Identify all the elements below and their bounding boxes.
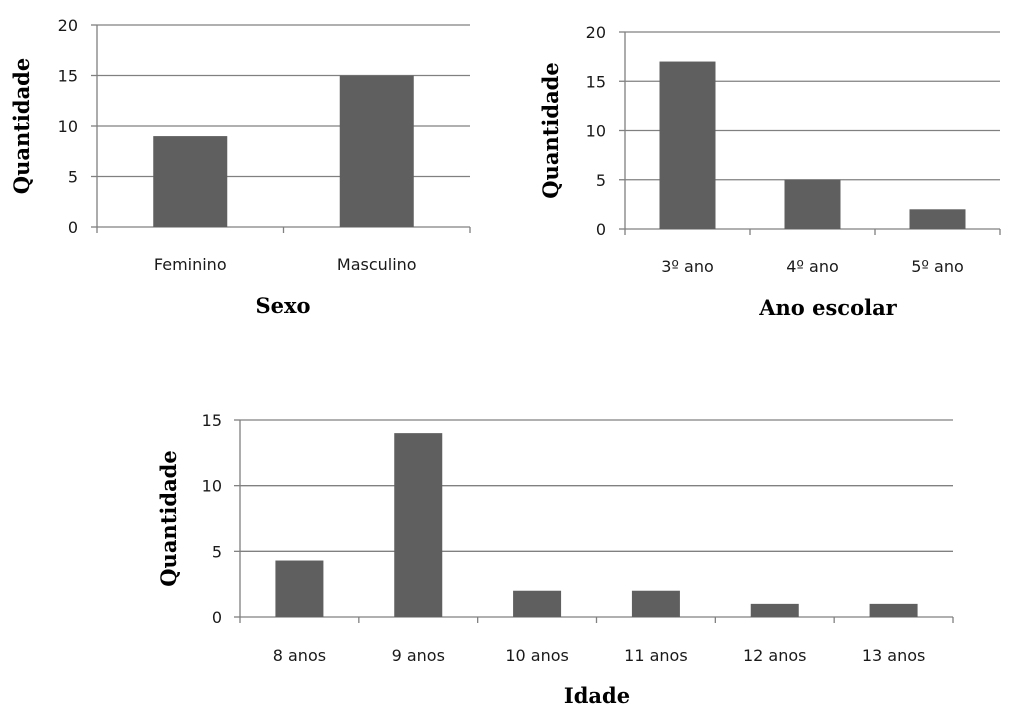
category-label: Masculino xyxy=(337,255,417,274)
category-label: 10 anos xyxy=(505,646,569,665)
chart-sexo: 0 5 10 15 20 Feminino Masculino Sexo Quantidade xyxy=(9,16,471,318)
x-axis-title: Sexo xyxy=(255,293,310,318)
category-label: 13 anos xyxy=(862,646,926,665)
bar xyxy=(513,590,562,617)
y-tick-label: 15 xyxy=(202,411,222,430)
y-tick-label: 0 xyxy=(212,608,222,627)
y-tick-label: 5 xyxy=(596,171,606,190)
category-label: 11 anos xyxy=(624,646,688,665)
y-axis-title: Quantidade xyxy=(9,58,34,194)
y-tick-label: 15 xyxy=(58,67,78,86)
category-label: 4º ano xyxy=(786,257,839,276)
bar xyxy=(631,590,680,617)
category-label: 3º ano xyxy=(661,257,714,276)
chart-idade: 0 5 10 15 8 anos 9 anos 10 anos 11 anos 12 anos 1… xyxy=(156,411,954,706)
bar xyxy=(750,603,799,617)
y-tick-label: 20 xyxy=(586,23,606,42)
category-label: 12 anos xyxy=(743,646,807,665)
bar xyxy=(153,136,228,227)
bar xyxy=(659,61,716,229)
y-tick-label: 10 xyxy=(58,117,78,136)
y-tick-label: 0 xyxy=(596,220,606,239)
chart-ano-escolar: 0 5 10 15 20 3º ano 4º ano 5º ano Ano escolar Qua… xyxy=(538,23,1001,320)
y-tick-label: 5 xyxy=(212,542,222,561)
x-axis-title: Ano escolar xyxy=(758,295,897,320)
bar xyxy=(784,179,841,229)
y-tick-label: 10 xyxy=(202,477,222,496)
category-label: 8 anos xyxy=(273,646,326,665)
category-label: Feminino xyxy=(154,255,227,274)
y-tick-label: 10 xyxy=(586,122,606,141)
bar xyxy=(394,433,443,617)
category-label: 9 anos xyxy=(392,646,445,665)
y-tick-label: 15 xyxy=(586,72,606,91)
y-axis-title: Quantidade xyxy=(156,450,181,586)
category-label: 5º ano xyxy=(911,257,964,276)
x-axis-title: Idade xyxy=(564,683,630,706)
bar xyxy=(339,75,414,227)
bar xyxy=(275,560,324,617)
bar xyxy=(909,209,966,229)
y-tick-label: 5 xyxy=(68,168,78,187)
y-axis-title: Quantidade xyxy=(538,62,563,198)
y-tick-label: 0 xyxy=(68,218,78,237)
y-tick-label: 20 xyxy=(58,16,78,35)
bar xyxy=(869,603,918,617)
